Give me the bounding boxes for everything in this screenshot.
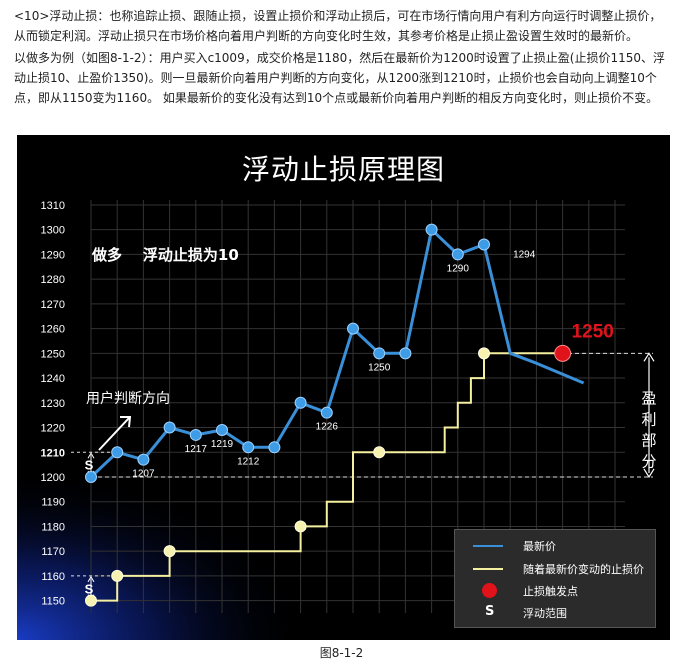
data-label-1250: 1250 [368, 362, 391, 373]
s-range-head-top-2 [87, 575, 95, 583]
data-label-1212: 1212 [237, 456, 260, 467]
marker-layer [85, 223, 572, 607]
intro-paragraph-2: 以做多为例（如图8-1-2）：用户买入c1009，成交价格是1180，然后在最新… [14, 51, 666, 105]
chart-subtitle: 做多 浮动止损为10 [92, 246, 239, 264]
data-label-1290: 1290 [447, 263, 470, 274]
y-tick-label-1300: 1300 [41, 225, 65, 237]
legend-item-latest-price: 最新价 [455, 537, 655, 555]
y-tick-label-1170: 1170 [41, 546, 65, 558]
axis-layer: 1150 1160 1170 1180 1190 1200 1210 1220 1230 1240… [41, 200, 65, 608]
chart-legend: 最新价 随着最新价变动的止损价 止损触发点 S 浮动范围 [454, 529, 656, 628]
y-tick-label-1260: 1260 [41, 324, 65, 336]
latest-price-point-13 [425, 223, 438, 236]
legend-item-stop-price: 随着最新价变动的止损价 [455, 560, 655, 578]
legend-label-range: 浮动范围 [523, 607, 567, 620]
data-label-1294: 1294 [513, 250, 536, 261]
data-label-1207: 1207 [132, 469, 155, 480]
legend-label-trigger: 止损触发点 [523, 585, 578, 598]
y-tick-label-1270: 1270 [41, 299, 65, 311]
latest-price-point-2 [137, 453, 150, 466]
legend-swatch-latest-price [473, 545, 503, 547]
y-tick-label-1210: 1210 [41, 447, 65, 459]
latest-price-point-4 [189, 428, 202, 441]
latest-price-point-15 [478, 238, 490, 251]
y-tick-label-1150: 1150 [41, 596, 65, 608]
y-tick-label-1250: 1250 [41, 348, 65, 360]
y-tick-label-1280: 1280 [41, 274, 65, 286]
profit-label-char-1: 利 [641, 410, 656, 428]
trigger-point [554, 344, 572, 362]
direction-label: 用户判断方向 [86, 391, 170, 407]
latest-price-point-12 [399, 347, 412, 360]
y-tick-label-1240: 1240 [41, 373, 65, 385]
stop-price-point-5 [478, 347, 490, 360]
profit-label-char-3: 分 [641, 452, 656, 470]
stop-price-point-0 [85, 594, 97, 607]
y-tick-label-1220: 1220 [41, 423, 65, 435]
y-tick-label-1310: 1310 [41, 200, 65, 212]
stop-price-point-1 [111, 569, 124, 582]
trigger-value-label: 1250 [572, 321, 614, 342]
profit-arrow-head-bottom [643, 468, 655, 479]
direction-arrow-head [120, 416, 132, 428]
latest-price-point-0 [85, 470, 97, 483]
latest-price-point-6 [242, 441, 255, 454]
latest-price-point-7 [268, 441, 281, 454]
y-tick-label-1190: 1190 [41, 497, 65, 509]
chart-title: 浮动止损原理图 [241, 153, 445, 186]
s-range-head-top-1 [87, 452, 95, 459]
stop-price-point-4 [373, 446, 386, 459]
intro-paragraph-1: <10>浮动止损：也称追踪止损、跟随止损，设置止损价和浮动止损后，可在市场行情向… [14, 9, 662, 43]
stop-price-point-2 [163, 545, 176, 558]
legend-swatch-range: S [485, 604, 495, 619]
legend-item-range: S 浮动范围 [455, 604, 655, 622]
direction-arrow-shaft [98, 417, 130, 451]
data-label-1219: 1219 [211, 439, 234, 450]
latest-price-point-1 [111, 446, 124, 459]
figure-caption: 图8-1-2 [319, 646, 364, 660]
latest-price-point-10 [347, 322, 359, 335]
y-tick-label-1160: 1160 [41, 571, 65, 583]
chart-svg: 1150 1160 1170 1180 1190 1200 1210 1220 1230 1240… [17, 135, 670, 640]
profit-arrow-head-top [643, 352, 655, 362]
chart-figure: 1150 1160 1170 1180 1190 1200 1210 1220 1230 1240… [17, 135, 670, 640]
stop-price-point-3 [294, 520, 307, 533]
latest-price-point-14 [451, 248, 464, 261]
legend-label-latest-price: 最新价 [523, 540, 556, 553]
data-label-1226: 1226 [316, 422, 339, 433]
latest-price-point-9 [320, 406, 333, 419]
legend-item-trigger: 止损触发点 [455, 582, 655, 600]
s-range-label-1: S [85, 458, 94, 473]
y-tick-label-1290: 1290 [41, 249, 65, 261]
series-stop-price-line [91, 352, 563, 602]
legend-swatch-stop-price [473, 568, 503, 570]
latest-price-point-5 [216, 423, 228, 436]
s-range-label-2: S [85, 581, 94, 596]
y-tick-label-1200: 1200 [41, 472, 65, 484]
latest-price-point-11 [373, 347, 386, 360]
data-label-1217: 1217 [185, 444, 208, 455]
latest-price-point-8 [294, 396, 307, 409]
legend-swatch-trigger [482, 583, 497, 598]
legend-label-stop-price: 随着最新价变动的止损价 [523, 563, 644, 576]
latest-price-point-3 [163, 421, 176, 434]
profit-label-char-0: 盈 [641, 389, 656, 407]
y-tick-label-1230: 1230 [41, 398, 65, 410]
profit-label-char-2: 部 [641, 431, 656, 449]
y-tick-label-1180: 1180 [41, 521, 65, 533]
